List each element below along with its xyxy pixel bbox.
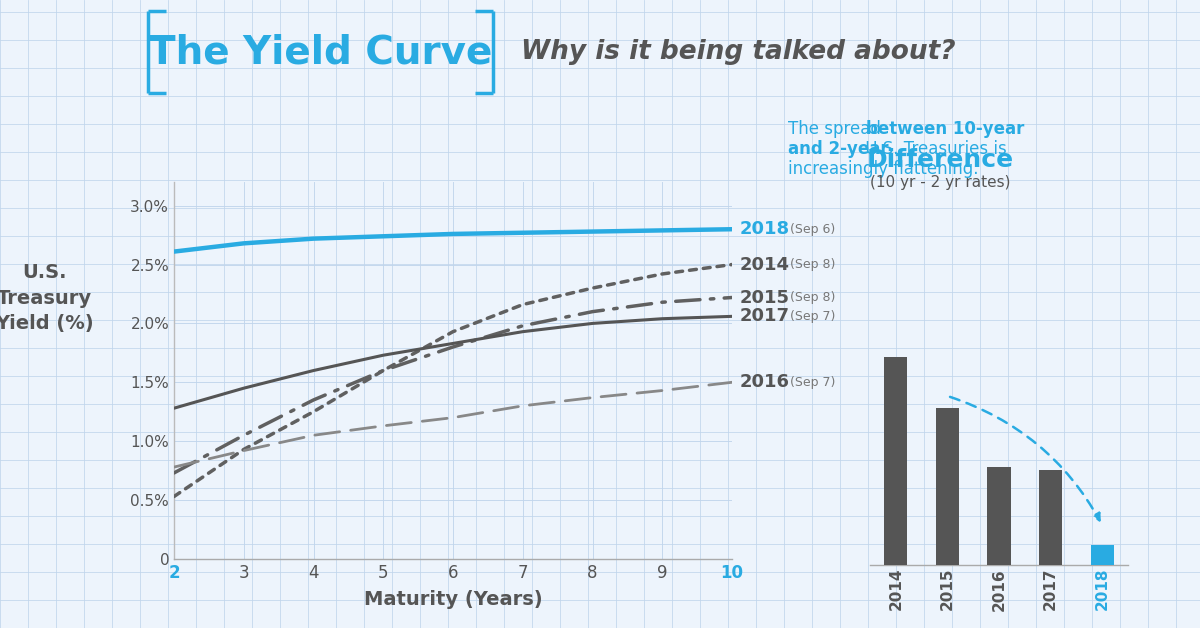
- Text: The Yield Curve: The Yield Curve: [149, 33, 492, 71]
- Text: 2015: 2015: [740, 288, 790, 306]
- Text: (Sep 8): (Sep 8): [786, 258, 835, 271]
- Text: and 2-year: and 2-year: [788, 140, 889, 158]
- Text: U.S. Treasuries is: U.S. Treasuries is: [860, 140, 1007, 158]
- Text: 2014: 2014: [740, 256, 790, 274]
- Text: U.S.
Treasury
Yield (%): U.S. Treasury Yield (%): [0, 264, 94, 332]
- Text: (10 yr - 2 yr rates): (10 yr - 2 yr rates): [870, 175, 1010, 190]
- Text: The spread: The spread: [788, 120, 886, 138]
- X-axis label: Maturity (Years): Maturity (Years): [364, 590, 542, 609]
- Bar: [1091, 545, 1114, 565]
- Text: between 10-year: between 10-year: [866, 120, 1025, 138]
- Bar: [988, 467, 1010, 565]
- Text: increasingly flattening.: increasingly flattening.: [788, 160, 978, 178]
- Text: Why is it being talked about?: Why is it being talked about?: [521, 39, 955, 65]
- Text: (Sep 6): (Sep 6): [786, 223, 835, 236]
- Bar: [884, 357, 907, 565]
- Text: 2018: 2018: [740, 220, 790, 238]
- Text: 2016: 2016: [740, 373, 790, 391]
- Text: (Sep 8): (Sep 8): [786, 291, 835, 304]
- Text: Difference: Difference: [866, 148, 1014, 172]
- Text: (Sep 7): (Sep 7): [786, 376, 835, 389]
- Text: (Sep 7): (Sep 7): [786, 310, 835, 323]
- Text: 2017: 2017: [740, 307, 790, 325]
- Bar: [936, 408, 959, 565]
- Bar: [1039, 470, 1062, 565]
